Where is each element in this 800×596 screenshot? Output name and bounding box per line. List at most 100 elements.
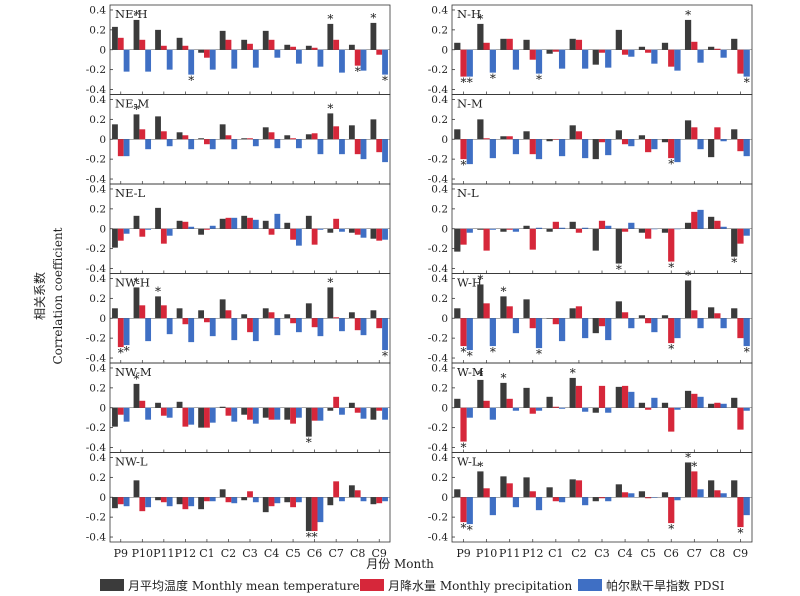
bar-prec-c3 (247, 491, 253, 498)
bar-pdsi-c8 (720, 139, 727, 142)
bar-prec-c6 (311, 497, 318, 532)
y-tick-label: 0 (441, 223, 448, 235)
significance-star: * (133, 275, 139, 289)
significance-star: * (477, 12, 483, 26)
bar-temp-p10 (133, 215, 140, 229)
bar-pdsi-c1 (209, 407, 216, 423)
y-tick-label: -0.2 (428, 243, 448, 255)
bar-temp-c4 (615, 29, 622, 50)
bar-prec-c7 (333, 317, 340, 319)
bar-prec-p12 (182, 135, 189, 140)
bar-pdsi-p9 (123, 407, 130, 422)
bar-temp-c4 (262, 127, 269, 140)
bar-pdsi-c4 (628, 139, 635, 147)
significance-star: * (327, 101, 333, 115)
bar-prec-c8 (714, 127, 721, 140)
ylabel-en: Correlation coefficient (51, 227, 65, 364)
bar-pdsi-c5 (651, 397, 658, 408)
bar-temp-c4 (262, 407, 269, 418)
bar-pdsi-p10 (145, 497, 152, 508)
y-tick-label: 0.2 (431, 293, 448, 305)
x-tick-label-c7: C7 (687, 547, 702, 560)
bar-prec-c4 (268, 39, 275, 50)
legend-label-prec: 月降水量 Monthly precipitation (388, 579, 572, 593)
bar-prec-c9 (737, 497, 744, 528)
bar-pdsi-p10 (489, 49, 496, 73)
bar-prec-c7 (333, 218, 340, 229)
legend-swatch-temp (100, 579, 124, 591)
bar-prec-p12 (182, 221, 189, 229)
bar-prec-c6 (668, 139, 675, 159)
bar-pdsi-c8 (360, 318, 367, 336)
bar-pdsi-c5 (295, 139, 302, 149)
bar-temp-c1 (198, 138, 205, 140)
bar-pdsi-c1 (209, 497, 216, 502)
bar-pdsi-p9 (123, 228, 130, 234)
bar-pdsi-p11 (512, 139, 520, 155)
y-tick-label: -0.4 (428, 353, 449, 365)
bar-pdsi-c4 (274, 139, 281, 149)
panel-n-h: -0.4-0.200.20.4 N-H* *** *** (428, 4, 753, 96)
y-tick-label: 0.2 (431, 472, 448, 484)
bar-pdsi-c6 (317, 407, 324, 421)
panel-label: N-L (457, 186, 479, 200)
bar-temp-c1 (546, 487, 553, 498)
bar-prec-p10 (139, 228, 146, 237)
y-tick-label: 0 (99, 223, 106, 235)
y-tick-label: 0.2 (431, 24, 448, 36)
bar-pdsi-c5 (295, 228, 302, 246)
significance-star: * (461, 76, 467, 90)
bar-prec-c3 (598, 139, 606, 143)
bar-pdsi-p11 (512, 49, 520, 70)
bar-temp-c2 (569, 125, 576, 140)
bar-prec-p10 (139, 39, 146, 50)
significance-star: * (118, 346, 124, 360)
bar-pdsi-p10 (145, 407, 152, 420)
y-tick-label: 0.4 (431, 362, 448, 374)
bar-prec-c6 (311, 133, 318, 140)
bar-temp-c7 (327, 228, 334, 233)
bar-temp-c6 (305, 497, 312, 532)
bar-prec-c9 (737, 139, 744, 152)
bar-prec-c4 (268, 407, 275, 420)
bar-prec-c3 (247, 407, 253, 420)
bar-pdsi-c7 (697, 318, 704, 329)
bar-pdsi-c4 (274, 407, 281, 420)
bar-temp-c9 (731, 38, 738, 50)
bar-pdsi-p10 (489, 407, 496, 420)
bar-temp-c1 (546, 139, 553, 142)
significance-star: * (536, 347, 542, 361)
panel-label: W-L (457, 455, 480, 469)
y-tick-label: -0.2 (428, 512, 448, 524)
bar-prec-c8 (354, 407, 361, 413)
bar-prec-c8 (354, 49, 361, 66)
bar-pdsi-c7 (339, 139, 345, 155)
bar-pdsi-c2 (582, 49, 589, 69)
bar-prec-c8 (354, 228, 361, 235)
bar-pdsi-c9 (743, 407, 750, 411)
bar-prec-p9 (460, 497, 467, 523)
panel-label: NW-L (115, 455, 148, 469)
bar-prec-c5 (290, 46, 296, 50)
bar-pdsi-p10 (145, 139, 152, 150)
bar-temp-c6 (661, 228, 669, 233)
bar-temp-c4 (262, 220, 269, 229)
bar-prec-c7 (333, 39, 340, 50)
bar-prec-p12 (182, 318, 189, 325)
bar-pdsi-p12 (535, 318, 543, 349)
bar-prec-c5 (290, 497, 296, 508)
bar-pdsi-c6 (674, 49, 681, 71)
x-tick-label-c9: C9 (733, 547, 748, 560)
bar-pdsi-c4 (274, 49, 281, 58)
significance-star: * (382, 74, 388, 88)
bar-temp-c1 (198, 228, 205, 235)
bar-prec-p12 (529, 49, 536, 60)
bar-temp-c1 (198, 407, 205, 428)
y-tick-label: 0.2 (89, 114, 106, 126)
bar-pdsi-p12 (188, 497, 195, 507)
bar-pdsi-c5 (651, 49, 658, 64)
bar-temp-p9 (454, 308, 461, 319)
bar-temp-c5 (284, 222, 291, 229)
bar-prec-c4 (621, 385, 629, 408)
y-tick-label: -0.2 (428, 422, 448, 434)
